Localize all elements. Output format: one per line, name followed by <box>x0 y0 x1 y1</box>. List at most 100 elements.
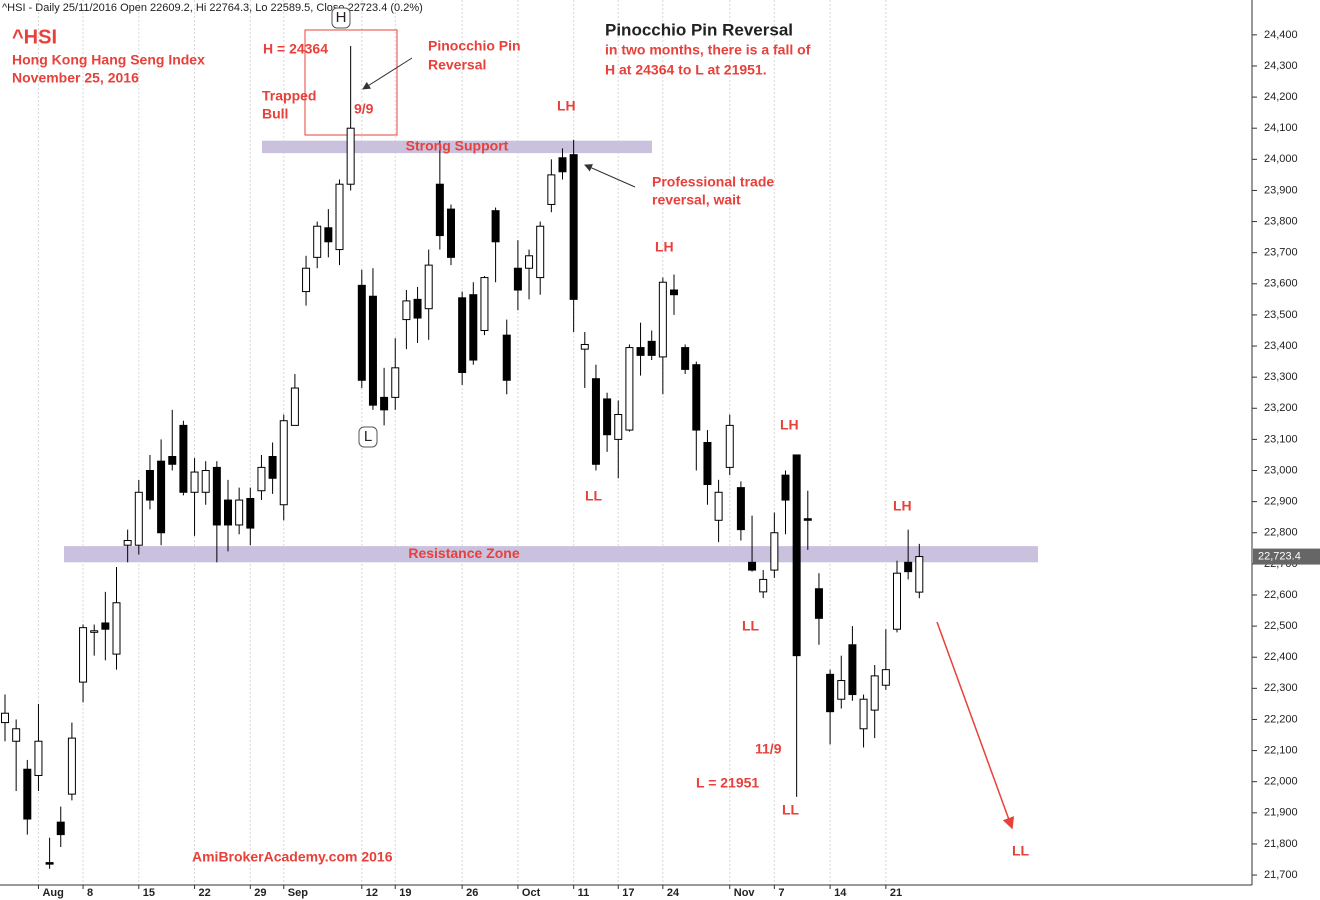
candle-body <box>658 281 667 358</box>
candle-body <box>424 264 433 310</box>
y-tick-label: 24,100 <box>1264 122 1298 134</box>
annotation: H at 24364 to L at 21951. <box>605 62 767 78</box>
candle-body <box>268 456 277 479</box>
candle-body <box>580 343 589 350</box>
candle-body <box>290 387 299 426</box>
candle-body <box>257 466 266 492</box>
y-tick-label: 23,700 <box>1264 247 1298 259</box>
candle-body <box>636 347 645 356</box>
candle-body <box>357 284 366 381</box>
candle-body <box>725 424 734 468</box>
candle-body <box>168 456 177 465</box>
y-tick-label: 22,900 <box>1264 496 1298 508</box>
annotation: LL <box>1012 843 1030 859</box>
zone <box>262 140 652 154</box>
candle-body <box>837 680 846 700</box>
candle-body <box>45 862 54 865</box>
pivot-box <box>331 7 351 29</box>
annotation: Hong Kong Hang Seng Index <box>12 52 205 68</box>
annotation: 11/9 <box>755 741 782 757</box>
annotation: Pinocchio Pin <box>428 38 521 54</box>
x-tick-label: 29 <box>254 887 266 899</box>
annotation: Bull <box>262 106 288 122</box>
candle-body <box>736 487 745 531</box>
candle-body <box>246 498 255 529</box>
annotation: reversal, wait <box>652 192 741 208</box>
candle-body <box>826 673 835 713</box>
candle-body <box>748 561 757 571</box>
y-tick-label: 21,700 <box>1264 869 1298 881</box>
y-tick-label: 22,300 <box>1264 682 1298 694</box>
candle-body <box>714 491 723 521</box>
candle-body <box>614 413 623 440</box>
y-tick-label: 24,200 <box>1264 91 1298 103</box>
annotation: ^HSI <box>12 26 57 48</box>
candle-body <box>212 466 221 526</box>
x-tick-label: Sep <box>288 887 308 899</box>
candle-body <box>814 588 823 619</box>
candle-body <box>591 378 600 465</box>
annotation: Trapped <box>262 88 316 104</box>
x-tick-label: 7 <box>778 887 784 899</box>
candle-body <box>569 154 578 300</box>
y-tick-label: 23,900 <box>1264 184 1298 196</box>
y-tick-label: 23,200 <box>1264 402 1298 414</box>
candle-body <box>279 420 288 506</box>
candle-body <box>380 396 389 411</box>
x-tick-label: 26 <box>466 887 478 899</box>
y-tick-label: 23,000 <box>1264 464 1298 476</box>
candle-body <box>458 297 467 373</box>
x-tick-label: 12 <box>366 887 378 899</box>
arrow <box>936 621 1015 830</box>
x-tick-label: 22 <box>199 887 211 899</box>
annotation: LL <box>742 618 760 634</box>
x-tick-label: 24 <box>667 887 680 899</box>
x-tick-label: 14 <box>834 887 847 899</box>
candle-body <box>34 740 43 776</box>
x-tick-label: Nov <box>734 887 756 899</box>
candle-body <box>201 470 210 493</box>
candle-body <box>435 183 444 237</box>
candle-body <box>469 294 478 361</box>
candle-body <box>346 127 355 185</box>
price-tag: 22,723.4 <box>1258 550 1301 562</box>
candle-body <box>67 737 76 795</box>
y-tick-label: 22,600 <box>1264 589 1298 601</box>
pivot-label: L <box>364 428 372 445</box>
candle-body <box>513 267 522 291</box>
pivot-box <box>358 426 378 448</box>
x-tick-label: Aug <box>42 887 63 899</box>
candle-body <box>692 364 701 431</box>
candle-body <box>870 675 879 711</box>
annotation: Reversal <box>428 57 486 73</box>
y-tick-label: 24,000 <box>1264 153 1298 165</box>
candle-body <box>324 227 333 243</box>
annotation: LH <box>780 417 799 433</box>
candle-body <box>625 347 634 431</box>
candle-body <box>224 499 232 526</box>
candle-body <box>12 728 21 742</box>
candle-body <box>79 627 88 683</box>
x-tick-label: 11 <box>578 887 590 899</box>
candle-body <box>235 499 244 526</box>
candle-body <box>770 532 779 571</box>
annotation: LH <box>893 498 912 514</box>
annotation: 9/9 <box>354 101 374 117</box>
candle-body <box>368 295 377 406</box>
y-tick-label: 21,900 <box>1264 807 1298 819</box>
y-tick-label: 23,500 <box>1264 309 1298 321</box>
y-tick-label: 23,800 <box>1264 215 1298 227</box>
annotation: LH <box>655 239 674 255</box>
x-tick-label: Oct <box>522 887 541 899</box>
annotation: LL <box>782 802 800 818</box>
y-tick-label: 23,600 <box>1264 278 1298 290</box>
annotation: AmiBrokerAcademy.com 2016 <box>192 849 393 865</box>
candle-body <box>792 454 801 657</box>
candle-body <box>112 602 121 655</box>
candle-body <box>647 340 656 356</box>
candle-body <box>1 712 9 724</box>
annotation: L = 21951 <box>696 775 759 791</box>
zone <box>64 546 1038 563</box>
x-tick-label: 8 <box>87 887 93 899</box>
